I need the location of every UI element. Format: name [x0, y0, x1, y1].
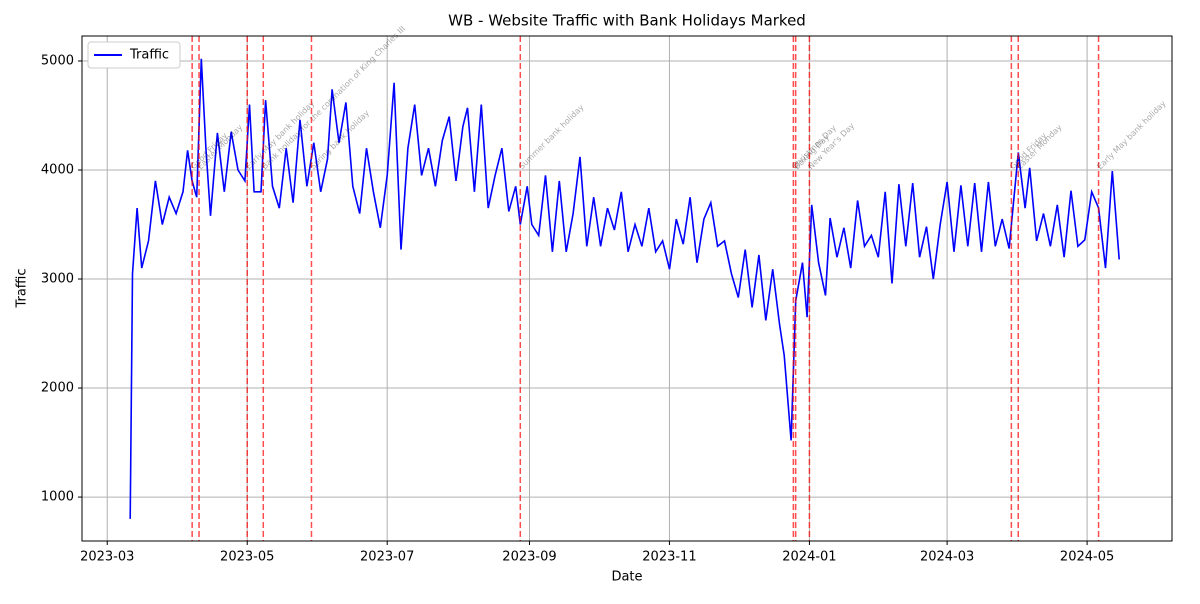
chart-title: WB - Website Traffic with Bank Holidays …	[448, 12, 806, 30]
holiday-label: Early May bank holiday	[244, 99, 316, 171]
x-tick-label: 2024-01	[782, 550, 836, 565]
x-tick-label: 2023-09	[502, 550, 556, 565]
x-tick-label: 2024-03	[920, 550, 974, 565]
x-tick-label: 2024-05	[1060, 550, 1114, 565]
x-tick-label: 2023-05	[220, 550, 274, 565]
y-tick-label: 3000	[41, 272, 74, 287]
legend: Traffic	[87, 41, 181, 69]
holiday-label: Easter Monday	[1015, 122, 1064, 171]
y-axis-label: Traffic	[15, 268, 30, 308]
y-tick-label: 2000	[41, 381, 74, 396]
holiday-label: Summer bank holiday	[517, 103, 586, 172]
y-tick-label: 4000	[41, 162, 74, 177]
legend-label: Traffic	[129, 48, 169, 63]
y-tick-label: 5000	[41, 53, 74, 68]
x-tick-label: 2023-11	[642, 550, 696, 565]
legend-box	[87, 41, 181, 69]
plot-frame	[81, 35, 1173, 542]
holiday-label: Early May bank holiday	[1095, 99, 1167, 171]
y-tick-label: 1000	[41, 490, 74, 505]
series-line	[129, 58, 1120, 519]
x-axis-label: Date	[611, 570, 642, 585]
x-tick-label: 2023-07	[360, 550, 414, 565]
x-tick-label: 2023-03	[80, 550, 134, 565]
